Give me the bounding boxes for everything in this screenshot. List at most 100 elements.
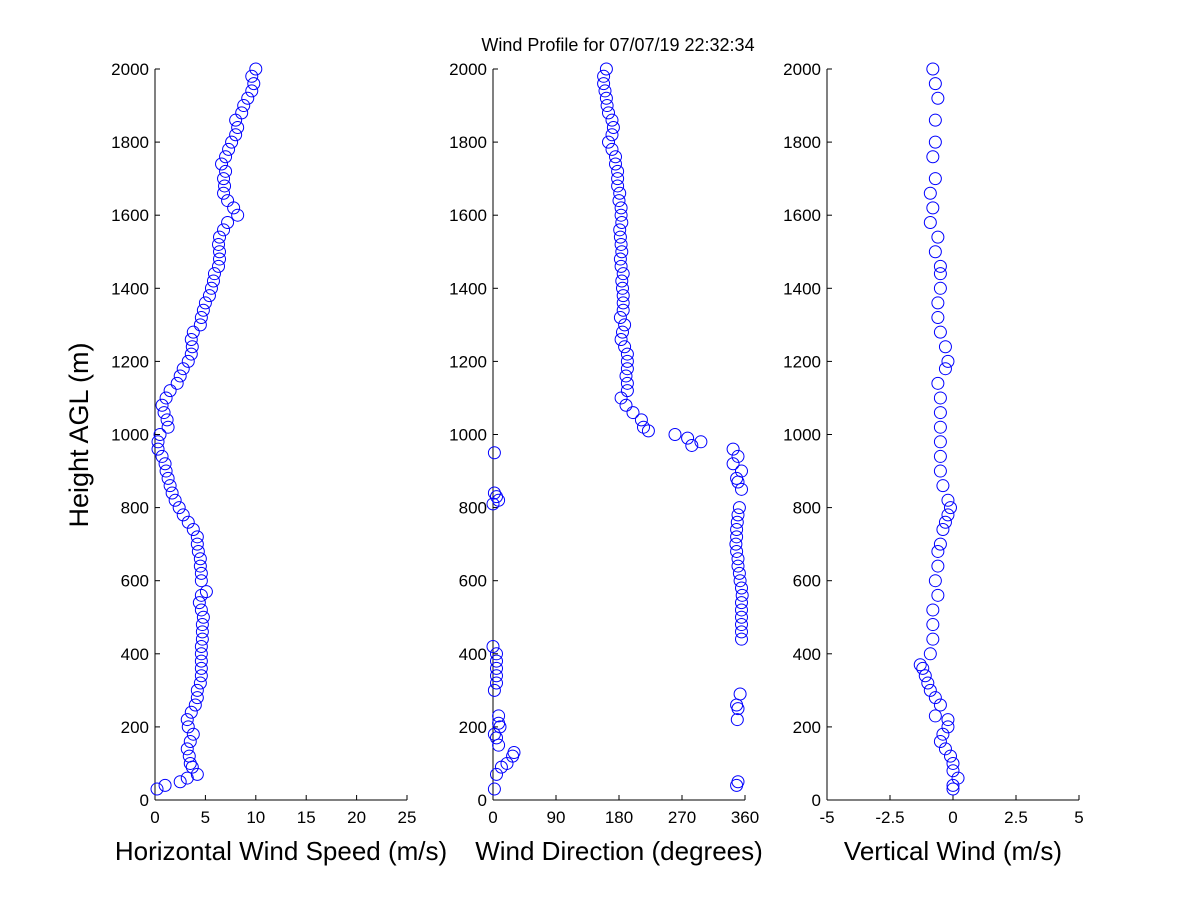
data-point [735,632,748,646]
y-tick-label: 1000 [449,426,487,445]
data-point [923,647,937,661]
data-point [611,172,625,186]
data-point [936,727,950,741]
data-point [618,340,632,354]
data-point [196,303,210,317]
data-point [614,208,628,222]
data-point [931,311,945,325]
data-point [486,639,500,653]
data-point [245,69,259,83]
data-point [923,683,937,697]
data-point [219,150,233,164]
data-point [195,625,209,639]
data-point [726,442,740,456]
data-point [599,91,613,105]
data-point [217,186,231,200]
data-point [614,259,628,273]
data-point [490,676,503,690]
y-tick-label: 0 [478,791,487,810]
x-tick-label: 25 [398,808,417,827]
data-point [943,501,957,515]
data-point [609,150,622,164]
data-point [173,775,187,789]
data-point [196,610,210,624]
data-point [731,552,745,566]
data-point [928,113,942,127]
data-point [616,296,630,310]
data-point [487,782,501,796]
data-point [492,738,506,752]
data-point [194,566,208,580]
data-point [928,709,942,723]
data-point [194,669,208,683]
data-point [492,493,506,507]
data-point [490,490,503,504]
y-tick-label: 1600 [783,206,821,225]
data-point [729,537,743,551]
data-point [933,735,947,749]
x-tick-label: 360 [731,808,759,827]
data-point [620,347,634,361]
data-point [612,194,626,208]
data-point [938,515,952,529]
data-point [247,77,261,91]
data-point [946,778,960,792]
data-point [730,523,744,537]
data-point [733,574,747,588]
panel-2: 0 200 400 600 800 1000 1200 1400 1600 1800 2000 0 90… [449,60,763,866]
data-point [191,544,205,558]
data-point [613,252,627,266]
data-point [221,194,235,208]
data-point [933,420,947,434]
data-point [181,720,195,734]
panel-3: 0 200 400 600 800 1000 1200 1400 1600 1800 2000 -5 -… [783,60,1084,866]
data-point [600,99,614,113]
panel-1: 0 200 400 600 800 1000 1200 1400 1600 1800 2000 0 5 1… [111,60,447,866]
data-point [490,647,503,661]
data-point [926,201,940,215]
data-point [730,544,744,558]
data-point [928,77,942,91]
data-point [933,325,947,339]
y-tick-label: 800 [459,499,487,518]
data-point [212,259,226,273]
data-point [218,179,232,193]
data-point [933,435,947,449]
data-point [229,113,243,127]
y-tick-label: 1400 [783,279,821,298]
y-tick-label: 200 [121,718,149,737]
data-point [245,84,259,98]
data-point [190,767,204,781]
data-point [626,406,640,420]
data-point [231,208,245,222]
data-point [227,201,241,215]
data-point [198,296,212,310]
data-point [163,479,177,493]
y-tick-label: 1400 [449,279,487,298]
y-tick-label: 200 [793,718,821,737]
data-point [614,201,628,215]
data-point [204,281,218,295]
data-point [941,493,955,507]
data-point [219,164,233,178]
data-point [487,446,501,460]
data-point [150,782,164,796]
data-point [615,274,629,288]
x-tick-label: 10 [246,808,265,827]
data-point [157,406,171,420]
data-point [195,632,209,646]
data-point [681,431,695,445]
data-point [221,216,235,230]
data-point [946,764,960,778]
data-point [206,274,220,288]
data-point [184,332,198,346]
data-point [609,157,622,171]
data-point [620,376,634,390]
data-point [619,398,633,412]
data-point [933,698,947,712]
data-point [213,230,227,244]
y-tick-label: 1200 [783,352,821,371]
data-point [199,585,213,599]
data-point [194,311,208,325]
y-tick-label: 1200 [449,352,487,371]
